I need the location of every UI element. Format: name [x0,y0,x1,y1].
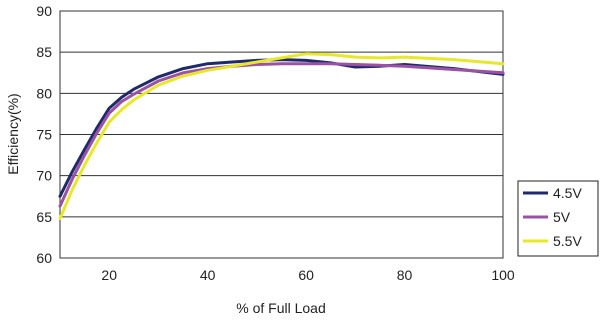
legend-label: 5V [553,209,571,225]
x-tick-label: 40 [200,267,216,283]
series-line-5.5V [58,52,505,220]
x-axis-ticks: 20 40 60 80 100 [101,267,514,283]
y-tick-label: 85 [36,44,52,60]
series-lines [58,52,505,220]
legend: 4.5V 5V 5.5V [517,180,599,257]
y-tick-label: 75 [36,127,52,143]
x-axis-title: % of Full Load [236,300,326,316]
y-tick-label: 70 [36,168,52,184]
x-tick-label: 60 [298,267,314,283]
legend-label: 5.5V [553,233,582,249]
x-tick-label: 20 [101,267,117,283]
y-tick-label: 90 [36,3,52,19]
y-tick-label: 80 [36,85,52,101]
x-tick-label: 100 [491,267,515,283]
y-axis-ticks: 60 65 70 75 80 85 90 [36,3,52,266]
legend-label: 4.5V [553,185,582,201]
gridlines [60,51,503,218]
y-tick-label: 60 [36,250,52,266]
y-tick-label: 65 [36,209,52,225]
x-tick-label: 80 [397,267,413,283]
y-axis-title: Efficiency(%) [5,93,21,174]
